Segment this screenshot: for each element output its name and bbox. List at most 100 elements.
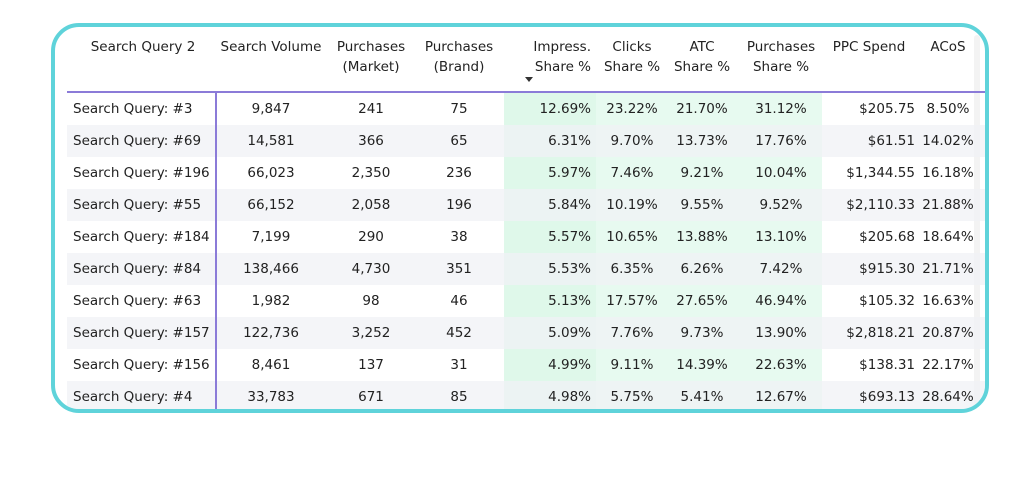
cell-impress_share: 5.53% <box>548 261 591 277</box>
cell-impress_share: 4.98% <box>548 389 591 405</box>
cell-volume: 1,982 <box>251 293 291 309</box>
cell-volume: 14,581 <box>247 133 295 149</box>
cell-volume: 66,152 <box>247 197 295 213</box>
cell-purch_share: 13.10% <box>755 229 807 245</box>
column-header-query[interactable]: Search Query 2 <box>73 37 213 57</box>
cell-purch_market: 671 <box>358 389 384 405</box>
cell-ppc_spend: $205.68 <box>859 229 915 245</box>
column-header-acos[interactable]: ACoS <box>917 37 979 57</box>
cell-volume: 138,466 <box>243 261 299 277</box>
cell-atc_share: 13.73% <box>676 133 728 149</box>
cell-purch_share: 12.67% <box>755 389 807 405</box>
column-header-ppc_spend[interactable]: PPC Spend <box>823 37 915 57</box>
cell-ppc_spend: $915.30 <box>859 261 915 277</box>
cell-query: Search Query: #184 <box>73 229 210 245</box>
cell-query: Search Query: #69 <box>73 133 202 149</box>
column-header-label: (Brand) <box>433 59 485 75</box>
cell-purch_share: 22.63% <box>755 357 807 373</box>
column-header-clicks_share[interactable]: Clicks Share % <box>597 37 667 77</box>
column-header-label: Share % <box>603 59 661 75</box>
cell-ppc_spend: $2,818.21 <box>846 325 915 341</box>
cell-query: Search Query: #157 <box>73 325 210 341</box>
column-header-label: Clicks <box>612 39 652 55</box>
cell-ppc_spend: $138.31 <box>859 357 915 373</box>
cell-acos: 22.17% <box>922 357 974 373</box>
cell-impress_share: 5.97% <box>548 165 591 181</box>
cell-purch_market: 2,058 <box>351 197 391 213</box>
table-row[interactable]: Search Query: #84 138,466 4,730 351 5.53% 6.3… <box>67 253 985 285</box>
cell-purch_brand: 351 <box>446 261 472 277</box>
cell-acos: 16.63% <box>922 293 974 309</box>
cell-purch_share: 17.76% <box>755 133 807 149</box>
cell-clicks_share: 9.11% <box>610 357 654 373</box>
cell-purch_brand: 38 <box>450 229 468 245</box>
cell-purch_brand: 196 <box>446 197 472 213</box>
cell-purch_market: 98 <box>362 293 380 309</box>
cell-volume: 9,847 <box>251 101 291 117</box>
cell-ppc_spend: $2,110.33 <box>846 197 915 213</box>
cell-purch_share: 9.52% <box>759 197 803 213</box>
cell-purch_brand: 65 <box>450 133 468 149</box>
cell-impress_share: 4.99% <box>548 357 591 373</box>
column-header-label: Share % <box>534 59 591 75</box>
cell-purch_share: 46.94% <box>755 293 807 309</box>
cell-atc_share: 9.55% <box>680 197 724 213</box>
cell-purch_share: 13.90% <box>755 325 807 341</box>
cell-volume: 66,023 <box>247 165 295 181</box>
table-row[interactable]: Search Query: #69 14,581 366 65 6.31% 9.70% 13… <box>67 125 985 157</box>
table-row[interactable]: Search Query: #63 1,982 98 46 5.13% 17.57% 27.… <box>67 285 985 317</box>
cell-impress_share: 5.13% <box>548 293 591 309</box>
table-row[interactable]: Search Query: #157 122,736 3,252 452 5.09% 7.… <box>67 317 985 349</box>
table-row[interactable]: Search Query: #3 9,847 241 75 12.69% 23.22% 21… <box>67 93 985 125</box>
column-header-impress_share[interactable]: Impress. Share % <box>504 37 591 77</box>
table-row[interactable]: Search Query: #184 7,199 290 38 5.57% 10.65% 1… <box>67 221 985 253</box>
cell-acos: 20.87% <box>922 325 974 341</box>
cell-query: Search Query: #156 <box>73 357 210 373</box>
column-header-purch_market[interactable]: Purchases (Market) <box>325 37 417 77</box>
cell-purch_market: 3,252 <box>351 325 391 341</box>
header-divider <box>67 91 985 93</box>
table-row[interactable]: Search Query: #4 33,783 671 85 4.98% 5.75% 5.4… <box>67 381 985 409</box>
cell-purch_share: 10.04% <box>755 165 807 181</box>
cell-clicks_share: 5.75% <box>610 389 654 405</box>
cell-volume: 122,736 <box>243 325 299 341</box>
cell-volume: 8,461 <box>251 357 291 373</box>
cell-clicks_share: 23.22% <box>606 101 658 117</box>
cell-clicks_share: 10.19% <box>606 197 658 213</box>
column-header-label: Purchases <box>424 39 494 55</box>
column-header-label: PPC Spend <box>832 39 906 55</box>
column-header-label: ATC <box>689 39 715 55</box>
cell-atc_share: 9.21% <box>680 165 724 181</box>
column-header-label: Search Volume <box>220 39 322 55</box>
table-row[interactable]: Search Query: #156 8,461 137 31 4.99% 9.11% 14… <box>67 349 985 381</box>
column-header-label: Purchases <box>336 39 406 55</box>
cell-atc_share: 5.41% <box>680 389 724 405</box>
cell-acos: 21.88% <box>922 197 974 213</box>
cell-volume: 7,199 <box>251 229 291 245</box>
column-header-label: Purchases <box>746 39 816 55</box>
cell-atc_share: 14.39% <box>676 357 728 373</box>
cell-purch_market: 137 <box>358 357 384 373</box>
row-header-divider <box>215 93 217 409</box>
table-row[interactable]: Search Query: #55 66,152 2,058 196 5.84% 10.1… <box>67 189 985 221</box>
table-row[interactable]: Search Query: #196 66,023 2,350 236 5.97% 7.4… <box>67 157 985 189</box>
cell-query: Search Query: #3 <box>73 101 193 117</box>
column-header-purch_brand[interactable]: Purchases (Brand) <box>417 37 501 77</box>
column-header-label: Search Query 2 <box>90 39 196 55</box>
column-header-label: Share % <box>673 59 731 75</box>
data-table: Search Query 2 Search Volume Purchases (Mar… <box>67 27 985 409</box>
cell-atc_share: 9.73% <box>680 325 724 341</box>
column-header-atc_share[interactable]: ATC Share % <box>667 37 737 77</box>
cell-ppc_spend: $205.75 <box>859 101 915 117</box>
cell-purch_market: 241 <box>358 101 384 117</box>
cell-impress_share: 5.09% <box>548 325 591 341</box>
column-header-purch_share[interactable]: Purchases Share % <box>739 37 823 77</box>
column-header-volume[interactable]: Search Volume <box>217 37 325 57</box>
sort-descending-icon[interactable] <box>525 77 533 82</box>
cell-acos: 8.50% <box>926 101 970 117</box>
cell-impress_share: 12.69% <box>539 101 591 117</box>
cell-atc_share: 27.65% <box>676 293 728 309</box>
cell-query: Search Query: #4 <box>73 389 193 405</box>
column-header-label: Share % <box>752 59 810 75</box>
cell-acos: 18.64% <box>922 229 974 245</box>
